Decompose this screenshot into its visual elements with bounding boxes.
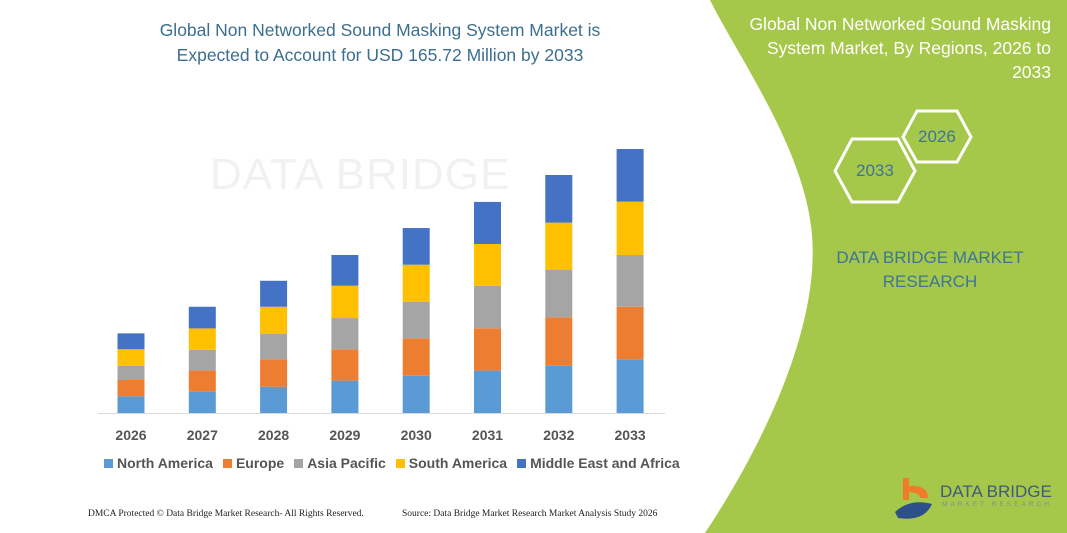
hex-label-end: 2033 [856, 161, 894, 180]
x-tick-label: 2032 [543, 427, 574, 443]
legend-swatch [222, 458, 232, 468]
chart-legend: North America Europe Asia Pacific South Ame… [104, 455, 680, 471]
logo-icon [895, 478, 932, 519]
legend-swatch [104, 458, 113, 468]
legend-swatch [395, 458, 405, 468]
bar-segment-europe-2029 [331, 349, 359, 381]
bar-segment-asia-pacific-2026 [117, 365, 145, 381]
bar-segment-middle-east-and-africa-2032 [545, 174, 573, 223]
title-line-2: Expected to Account for USD 165.72 Milli… [176, 45, 584, 65]
x-tick-label: 2027 [187, 427, 218, 443]
bar-segment-middle-east-and-africa-2026 [117, 333, 145, 350]
legend-label: North America [117, 455, 213, 471]
bar-segment-asia-pacific-2033 [616, 254, 644, 307]
x-tick-label: 2033 [615, 427, 646, 443]
bar-segment-south-america-2026 [117, 349, 145, 366]
stacked-bar-chart: 2026 2027 2028 2029 2030 2031 2032 2033 [98, 149, 665, 443]
footer-source: Source: Data Bridge Market Research Mark… [402, 509, 658, 519]
hexagon-2026 [901, 109, 973, 164]
bar-segment-middle-east-and-africa-2027 [188, 306, 216, 329]
legend-label: Europe [235, 455, 285, 471]
bar-segment-europe-2026 [117, 380, 145, 397]
bar-segment-europe-2030 [402, 338, 430, 376]
bar-segment-north-america-2026 [117, 396, 145, 413]
bar-segment-middle-east-and-africa-2028 [260, 280, 288, 307]
side-title-line-2: System Market, By Regions, 2026 to [766, 38, 1051, 58]
legend-label: South America [408, 455, 508, 471]
x-tick-label: 2028 [258, 427, 289, 443]
bar-segment-asia-pacific-2028 [260, 333, 288, 360]
legend-swatch [294, 458, 304, 468]
bar-segment-middle-east-and-africa-2031 [474, 201, 501, 244]
bar-segment-europe-2032 [545, 317, 573, 366]
bar-segment-south-america-2029 [331, 285, 359, 319]
bar-segment-europe-2033 [616, 306, 644, 360]
bar-segment-south-america-2031 [474, 243, 501, 286]
bar-segment-south-america-2028 [260, 306, 288, 334]
bar-segment-north-america-2027 [188, 391, 216, 413]
brand-text: DATA BRIDGE MARKET RESEARCH [800, 246, 1060, 294]
bar-segment-south-america-2027 [188, 328, 216, 350]
side-title-line-3: 2033 [1012, 62, 1051, 82]
bar-segment-asia-pacific-2031 [474, 285, 501, 329]
legend-item: North America [104, 455, 213, 471]
bar-segment-north-america-2030 [402, 375, 430, 413]
bar-segment-asia-pacific-2032 [545, 269, 573, 318]
legend-item: Asia Pacific [294, 455, 386, 471]
legend-item: Middle East and Africa [517, 455, 680, 471]
brand-line-1: DATA BRIDGE MARKET [836, 248, 1024, 267]
bar-segment-north-america-2032 [545, 365, 573, 413]
legend-label: Asia Pacific [307, 455, 386, 471]
legend-item: Europe [222, 455, 285, 471]
brand-line-2: RESEARCH [882, 272, 978, 291]
bar-segment-asia-pacific-2029 [331, 318, 359, 350]
bar-segment-europe-2028 [260, 359, 288, 387]
bar-segment-south-america-2033 [616, 201, 644, 255]
x-tick-label: 2030 [401, 427, 432, 443]
hex-label-start: 2026 [918, 127, 956, 146]
green-side-panel [705, 0, 1067, 533]
bar-segment-middle-east-and-africa-2029 [331, 254, 359, 286]
bar-segment-middle-east-and-africa-2030 [402, 228, 430, 265]
bar-segment-asia-pacific-2027 [188, 349, 216, 371]
bar-segment-south-america-2032 [545, 222, 573, 270]
side-panel-title: Global Non Networked Sound Masking Syste… [721, 12, 1051, 84]
bar-segment-north-america-2031 [474, 370, 501, 413]
legend-item: South America [395, 455, 508, 471]
bar-segment-asia-pacific-2030 [402, 301, 430, 339]
logo-text: DATA BRIDGE [940, 482, 1052, 501]
title-line-1: Global Non Networked Sound Masking Syste… [159, 20, 601, 40]
legend-swatch [517, 458, 527, 468]
x-tick-label: 2026 [115, 427, 146, 443]
bar-segment-north-america-2028 [260, 386, 288, 413]
bar-segment-europe-2031 [474, 328, 501, 371]
chart-title: Global Non Networked Sound Masking Syste… [100, 18, 660, 68]
x-tick-label: 2029 [329, 427, 360, 443]
side-title-line-1: Global Non Networked Sound Masking [749, 14, 1051, 34]
watermark: DATA BRIDGE [210, 150, 511, 199]
bar-segment-europe-2027 [188, 370, 216, 392]
x-tick-label: 2031 [472, 427, 503, 443]
legend-label: Middle East and Africa [530, 455, 680, 471]
hexagon-2033 [833, 137, 917, 204]
bar-segment-north-america-2029 [331, 380, 359, 413]
footer-copyright: DMCA Protected © Data Bridge Market Rese… [88, 509, 364, 519]
logo-subtext: MARKET RESEARCH [942, 501, 1052, 508]
bar-segment-middle-east-and-africa-2033 [616, 149, 644, 202]
bar-segment-south-america-2030 [402, 264, 430, 302]
bar-segment-north-america-2033 [616, 359, 644, 413]
